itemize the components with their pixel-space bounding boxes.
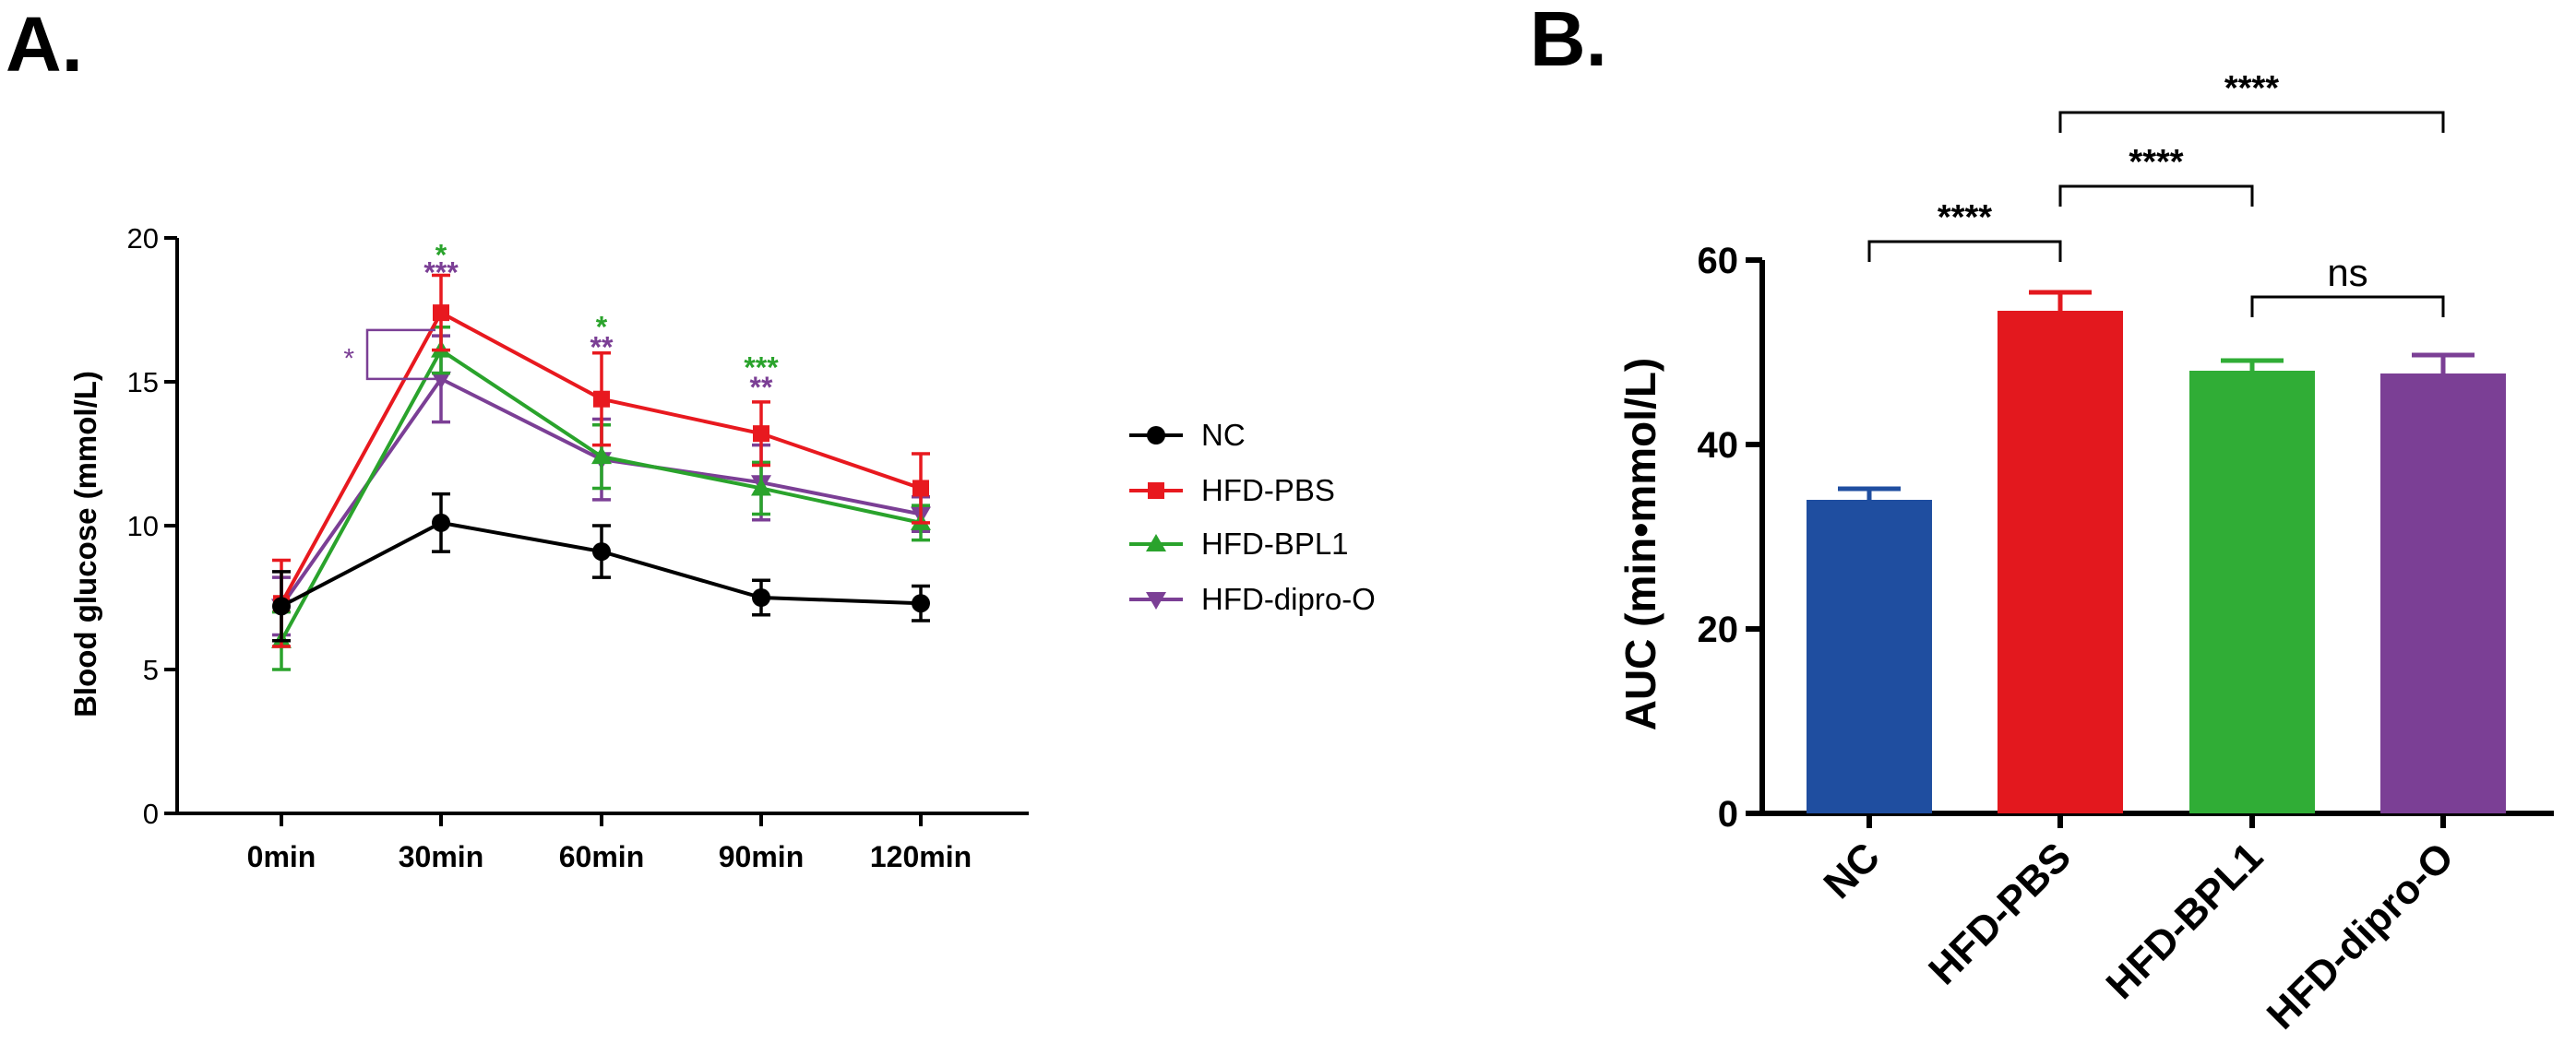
legend-marker <box>1147 426 1165 445</box>
comparison-bracket <box>2058 184 2254 207</box>
comparison-NC-HFD-PBS: **** <box>1867 198 2062 262</box>
comparison-HFD-PBS-HFD-BPL1: **** <box>2058 143 2254 207</box>
legend-item-HFD-PBS: HFD-PBS <box>1129 473 1335 507</box>
comparison-label: **** <box>2129 143 2183 182</box>
significance-label: *** <box>744 350 779 384</box>
data-point <box>272 597 291 616</box>
comparison-HFD-BPL1-HFD-dipro-O: ns <box>2250 251 2445 317</box>
data-point <box>752 588 770 607</box>
y-tick-label: 5 <box>143 654 159 686</box>
data-point <box>592 542 611 562</box>
series-HFD-PBS <box>272 273 930 648</box>
x-tick-label-HFD-dipro-O: HFD-dipro-O <box>2259 834 2463 1037</box>
legend-marker <box>1146 592 1166 610</box>
data-point <box>751 478 771 496</box>
x-tick-label-30min: 30min <box>399 840 483 873</box>
legend-marker <box>1148 482 1164 499</box>
bracket-label: * <box>343 343 354 373</box>
data-point <box>593 390 610 408</box>
comparison-label: **** <box>1938 198 1992 237</box>
x-tick-label-NC: NC <box>1815 834 1889 907</box>
x-tick-label-HFD-PBS: HFD-PBS <box>1920 834 2080 993</box>
data-point <box>591 446 612 465</box>
data-point <box>912 594 930 613</box>
legend-label: HFD-PBS <box>1201 473 1335 507</box>
y-tick-label: 60 <box>1698 241 1739 281</box>
y-tick-label: 40 <box>1698 425 1739 466</box>
data-point <box>912 480 929 497</box>
legend-item-HFD-dipro-O: HFD-dipro-O <box>1129 582 1376 616</box>
bar-group-HFD-PBS <box>1998 290 2123 813</box>
series-NC <box>272 492 930 643</box>
legend-item-HFD-BPL1: HFD-BPL1 <box>1129 527 1349 561</box>
data-point <box>432 513 450 532</box>
data-point <box>753 425 769 443</box>
legend-item-NC: NC <box>1129 418 1246 452</box>
bar-HFD-PBS <box>1998 311 2123 813</box>
data-point <box>431 371 451 389</box>
y-tick-label: 0 <box>1718 794 1738 835</box>
legend-label: HFD-dipro-O <box>1201 582 1376 616</box>
comparison-bracket <box>2250 295 2445 317</box>
legend: NC HFD-PBS HFD-BPL1 HFD-dipro-O <box>1129 418 1376 616</box>
comparison-HFD-PBS-HFD-dipro-O: **** <box>2058 69 2445 133</box>
significance-label: *** <box>423 255 459 289</box>
y-tick-label: 20 <box>127 222 159 255</box>
panel-a-label: A. <box>6 1 83 88</box>
comparison-label: **** <box>2224 69 2279 108</box>
panel-b-label: B. <box>1530 0 1607 82</box>
bar-group-HFD-BPL1 <box>2189 358 2315 813</box>
comparison-bracket <box>2058 111 2445 133</box>
data-point <box>433 304 449 322</box>
comparison-label: ns <box>2327 251 2367 294</box>
legend-label: NC <box>1201 418 1246 452</box>
bar-HFD-BPL1 <box>2189 371 2315 813</box>
significance-label: * <box>435 239 447 272</box>
bar-NC <box>1807 500 1932 813</box>
y-tick-label: 20 <box>1698 610 1739 650</box>
significance-label: * <box>596 311 608 344</box>
significance-label: ** <box>750 371 773 404</box>
x-tick-label-120min: 120min <box>870 840 972 873</box>
legend-label: HFD-BPL1 <box>1201 527 1349 561</box>
comparison-bracket <box>1867 240 2062 262</box>
y-axis-label: Blood glucose (mmol/L) <box>68 371 102 717</box>
y-axis-label: AUC (min•mmol/L) <box>1616 358 1664 731</box>
y-tick-label: 0 <box>143 798 159 830</box>
significance-bracket <box>365 328 435 381</box>
significance-label: ** <box>590 330 614 363</box>
y-tick-label: 10 <box>127 510 159 542</box>
x-tick-label-60min: 60min <box>559 840 644 873</box>
x-tick-label-0min: 0min <box>247 840 316 873</box>
x-tick-label-HFD-BPL1: HFD-BPL1 <box>2098 834 2272 1007</box>
legend-marker <box>1146 534 1166 551</box>
bar-group-NC <box>1807 486 1932 813</box>
bar-group-HFD-dipro-O <box>2380 352 2506 813</box>
y-tick-label: 15 <box>127 366 159 398</box>
x-tick-label-90min: 90min <box>719 840 804 873</box>
bar-HFD-dipro-O <box>2380 373 2506 813</box>
